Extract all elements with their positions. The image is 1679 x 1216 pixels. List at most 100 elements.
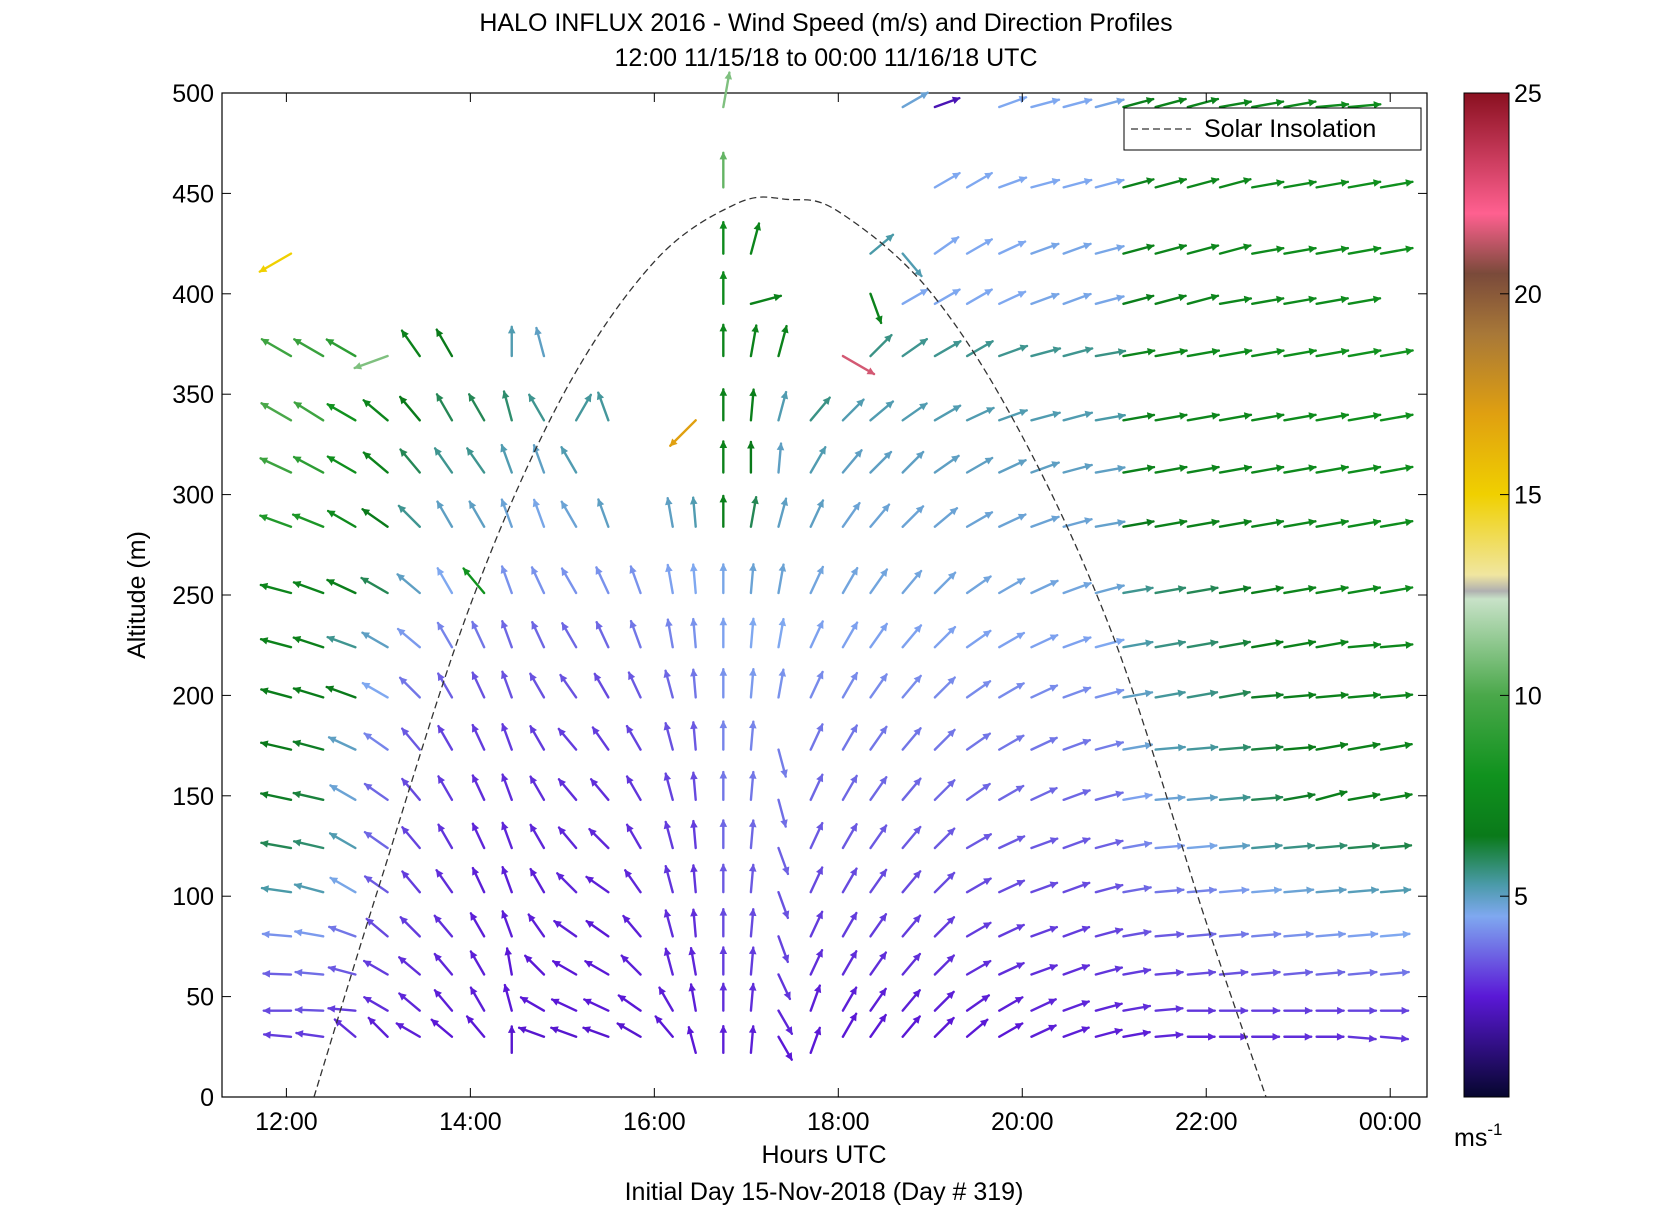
- wind-arrow: [1094, 1001, 1123, 1012]
- legend-label: Solar Insolation: [1204, 115, 1376, 143]
- wind-arrow: [809, 670, 824, 699]
- wind-arrow: [965, 782, 991, 802]
- wind-arrow: [1347, 245, 1382, 255]
- wind-arrow: [395, 1022, 421, 1038]
- wind-arrow: [809, 984, 822, 1012]
- wind-arrow: [965, 511, 994, 528]
- wind-arrow: [1122, 928, 1152, 938]
- wind-arrow: [869, 951, 888, 976]
- solar-insolation-curve: [313, 196, 1267, 1098]
- wind-arrow: [686, 1026, 697, 1055]
- wind-arrow: [901, 624, 923, 649]
- wind-arrow: [1315, 1006, 1345, 1015]
- wind-arrow: [574, 393, 593, 422]
- wind-arrow: [430, 1018, 454, 1038]
- wind-arrow: [1122, 348, 1156, 358]
- wind-arrow: [466, 447, 486, 474]
- wind-arrow: [1251, 585, 1284, 595]
- wind-arrow: [363, 996, 389, 1012]
- wind-arrow: [869, 400, 895, 422]
- wind-arrow: [553, 919, 578, 938]
- wind-arrow: [435, 869, 454, 894]
- wind-arrow: [582, 1026, 610, 1038]
- wind-arrow: [1030, 346, 1062, 358]
- wind-arrow: [292, 839, 325, 850]
- wind-arrow: [777, 1035, 793, 1061]
- footer-label: Initial Day 15-Nov-2018 (Day # 319): [625, 1178, 1024, 1206]
- wind-arrow: [1122, 1029, 1151, 1038]
- wind-arrow: [1315, 1032, 1345, 1041]
- wind-arrow: [1030, 292, 1060, 306]
- wind-arrow: [998, 996, 1024, 1012]
- wind-arrow: [530, 566, 546, 595]
- wind-arrow: [1315, 886, 1347, 895]
- wind-arrow: [326, 635, 357, 649]
- wind-arrow: [1062, 463, 1093, 474]
- wind-arrow: [1315, 412, 1350, 422]
- wind-arrow: [1154, 347, 1188, 358]
- wind-arrow: [1186, 293, 1220, 306]
- wind-arrow: [841, 671, 859, 699]
- wind-arrow: [1218, 1032, 1249, 1041]
- wind-arrow: [663, 772, 674, 802]
- wind-arrow: [869, 776, 888, 802]
- wind-arrow: [1283, 179, 1317, 189]
- wind-arrow: [1094, 583, 1125, 595]
- wind-arrow: [1315, 930, 1347, 939]
- wind-arrow: [748, 863, 757, 894]
- wind-arrow: [777, 935, 790, 964]
- y-tick-label: 50: [186, 984, 214, 1012]
- wind-arrow: [534, 326, 546, 358]
- wind-arrow: [1347, 968, 1378, 977]
- wind-arrow: [1062, 1000, 1090, 1012]
- wind-arrow: [869, 868, 888, 894]
- wind-arrow: [1251, 930, 1282, 939]
- wind-arrow: [690, 864, 698, 894]
- wind-arrow: [777, 798, 788, 828]
- wind-arrow: [1094, 637, 1125, 649]
- wind-arrow: [901, 450, 925, 474]
- wind-arrow: [361, 631, 389, 649]
- wind-arrow: [471, 774, 486, 802]
- wind-arrow: [1154, 412, 1188, 422]
- wind-arrow: [1062, 1026, 1090, 1038]
- wind-arrow: [1218, 99, 1252, 109]
- wind-arrow: [501, 773, 513, 802]
- wind-arrow: [749, 668, 757, 699]
- wind-arrow: [663, 820, 674, 850]
- wind-arrow: [1186, 639, 1219, 649]
- wind-arrow: [556, 872, 578, 894]
- colorbar-unit-label: ms-1: [1454, 1120, 1502, 1152]
- colorbar-tick-label: 25: [1514, 80, 1542, 108]
- wind-arrow: [933, 507, 959, 528]
- wind-arrow: [869, 233, 895, 255]
- wind-arrow: [399, 916, 421, 938]
- wind-arrow: [325, 685, 357, 699]
- wind-arrow: [1379, 518, 1414, 528]
- wind-arrow: [965, 732, 992, 751]
- wind-arrow: [1283, 412, 1317, 422]
- wind-arrow: [747, 440, 755, 474]
- wind-arrow: [965, 1018, 989, 1038]
- wind-arrow: [1315, 295, 1349, 306]
- wind-arrow: [585, 919, 610, 938]
- wind-arrow: [1347, 1034, 1377, 1043]
- wind-arrow: [749, 324, 759, 358]
- y-tick-label: 400: [172, 281, 214, 309]
- wind-arrow: [1094, 927, 1124, 938]
- colorbar-unit: ms: [1454, 1124, 1487, 1152]
- wind-arrow: [1315, 464, 1349, 474]
- wind-arrow: [1315, 968, 1346, 977]
- wind-arrow: [748, 819, 757, 850]
- wind-arrow: [1379, 584, 1414, 595]
- wind-arrow: [965, 877, 992, 894]
- wind-arrow: [749, 222, 761, 255]
- wind-arrow: [933, 1016, 955, 1038]
- wind-arrow: [1030, 634, 1059, 649]
- wind-arrow: [1154, 518, 1188, 528]
- wind-arrow: [500, 498, 513, 528]
- wind-arrow: [1186, 794, 1218, 802]
- wind-arrow: [524, 954, 546, 976]
- wind-arrow: [529, 823, 546, 850]
- wind-arrow: [507, 1025, 516, 1055]
